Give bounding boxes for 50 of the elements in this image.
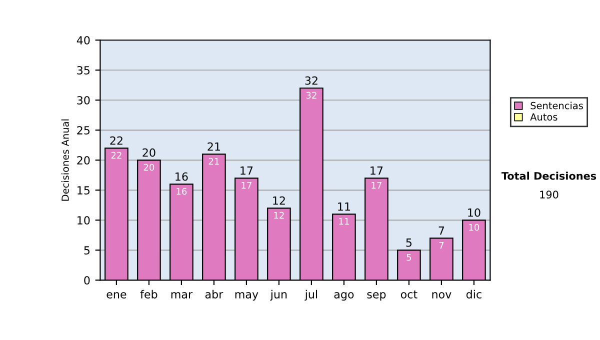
data-label: 20: [144, 164, 154, 171]
data-label: 12: [274, 212, 284, 219]
total-label: 17: [240, 166, 253, 175]
x-tick-label: ago: [334, 292, 354, 301]
legend-label: Autos: [530, 113, 558, 121]
x-tick-label: abr: [205, 290, 224, 298]
y-tick-label: 0: [84, 276, 90, 285]
total-label: 16: [176, 172, 188, 181]
x-tick-label: oct: [400, 290, 418, 298]
data-label: 17: [372, 182, 382, 189]
total-label: 17: [370, 166, 383, 175]
data-label: 32: [306, 92, 316, 99]
y-tick-label: 10: [78, 216, 90, 225]
x-tick-label: sep: [367, 292, 386, 301]
y-tick-label: 35: [77, 66, 90, 75]
y-tick-label: 5: [84, 246, 90, 255]
total-label: 21: [208, 142, 220, 151]
y-tick-label: 20: [77, 156, 90, 165]
x-tick-label: jun: [270, 290, 287, 301]
data-label: 5: [406, 254, 412, 261]
y-axis-title: Decisiones Anual: [61, 119, 69, 201]
x-tick-label: nov: [432, 292, 452, 298]
x-tick-label: may: [235, 292, 258, 301]
x-tick-label: ene: [106, 292, 126, 298]
data-label: 21: [208, 158, 219, 165]
y-tick-label: 15: [78, 186, 90, 195]
y-tick-label: 25: [77, 126, 90, 135]
x-tick-label: mar: [171, 292, 193, 298]
text: Total Decisiones: [501, 172, 596, 180]
total-label: 10: [468, 208, 480, 217]
total-label: 20: [142, 148, 156, 157]
data-label: 7: [439, 242, 444, 249]
data-label: 22: [111, 152, 122, 159]
total-label: 12: [273, 196, 285, 205]
data-label: 10: [469, 224, 480, 231]
total-label: 22: [110, 136, 122, 145]
total-label: 32: [305, 76, 318, 85]
y-tick-label: 40: [76, 36, 90, 44]
x-tick-label: jul: [304, 290, 318, 301]
total-label: 11: [338, 202, 350, 211]
text: 190: [540, 190, 558, 199]
data-label: 17: [242, 182, 252, 189]
data-label: 11: [339, 218, 349, 225]
y-tick-label: 30: [77, 96, 90, 105]
x-tick-label: dic: [466, 290, 482, 298]
total-label: 5: [406, 238, 412, 247]
data-label: 16: [176, 188, 187, 195]
x-tick-label: feb: [140, 290, 158, 298]
total-label: 7: [438, 226, 444, 235]
legend-label: Sentencias: [530, 102, 583, 110]
